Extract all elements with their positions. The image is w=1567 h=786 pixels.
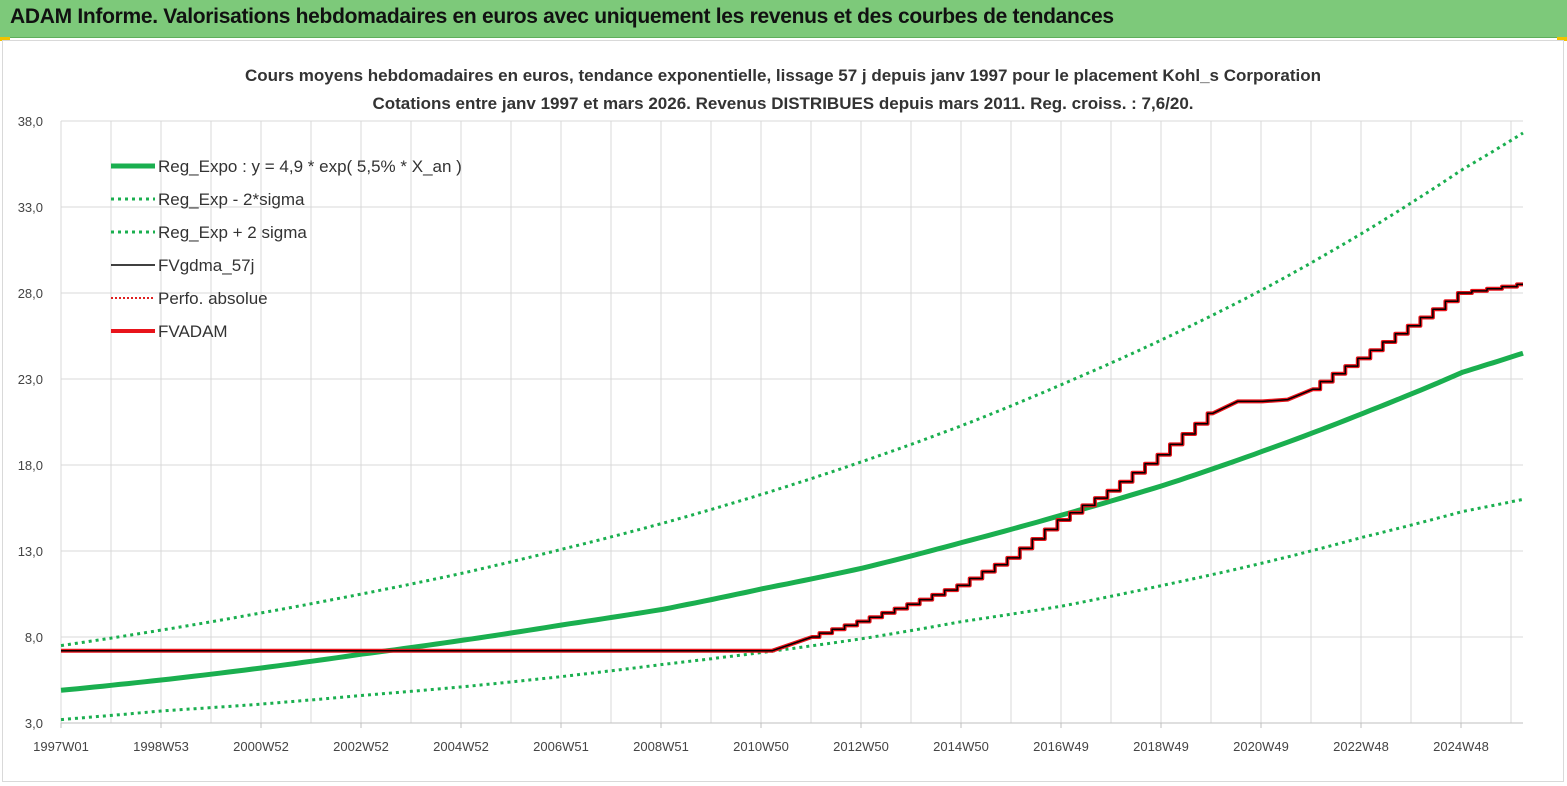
x-tick-label: 2006W51 <box>533 739 589 754</box>
legend-label-6: FVADAM <box>158 322 228 341</box>
series-reg-plus-2sigma <box>60 131 1524 648</box>
x-tick-label: 2000W52 <box>233 739 289 754</box>
x-tick-label: 2024W48 <box>1433 739 1489 754</box>
y-tick-label: 3,0 <box>25 716 43 731</box>
series-reg-minus-2sigma <box>60 497 1524 722</box>
x-tick-label: 2002W52 <box>333 739 389 754</box>
chart-subtitle: Cotations entre janv 1997 et mars 2026. … <box>372 94 1193 113</box>
chart-grid <box>60 120 1523 724</box>
x-tick-label: 2022W48 <box>1333 739 1389 754</box>
chart-canvas: Cours moyens hebdomadaires en euros, ten… <box>18 66 1524 754</box>
legend-label-2: Reg_Exp - 2*sigma <box>158 190 305 209</box>
chart-legend: Reg_Expo : y = 4,9 * exp( 5,5% * X_an ) R… <box>111 157 462 341</box>
x-tick-label: 2012W50 <box>833 739 889 754</box>
corner-marker-right <box>1557 37 1567 41</box>
x-tick-label: 1998W53 <box>133 739 189 754</box>
y-tick-label: 38,0 <box>18 114 43 129</box>
y-tick-label: 18,0 <box>18 458 43 473</box>
y-tick-label: 28,0 <box>18 286 43 301</box>
x-tick-label: 2020W49 <box>1233 739 1289 754</box>
header-bar: ADAM Informe. Valorisations hebdomadaire… <box>0 0 1567 38</box>
series-fvadam <box>61 282 1523 653</box>
series-fvgdma <box>61 283 1523 652</box>
chart-series <box>60 131 1524 722</box>
x-tick-label: 2008W51 <box>633 739 689 754</box>
y-axis-ticks: 3,0 8,0 13,0 18,0 23,0 28,0 33,0 38,0 <box>18 114 43 731</box>
x-tick-label: 1997W01 <box>33 739 89 754</box>
series-reg-expo <box>60 350 1524 693</box>
legend-label-3: Reg_Exp + 2 sigma <box>158 223 307 242</box>
x-tick-label: 2018W49 <box>1133 739 1189 754</box>
page-title: ADAM Informe. Valorisations hebdomadaire… <box>10 5 1114 28</box>
corner-marker-left <box>0 37 10 41</box>
legend-label-5: Perfo. absolue <box>158 289 268 308</box>
y-tick-label: 33,0 <box>18 200 43 215</box>
chart-frame: Cours moyens hebdomadaires en euros, ten… <box>2 40 1564 782</box>
y-tick-label: 8,0 <box>25 630 43 645</box>
x-tick-label: 2010W50 <box>733 739 789 754</box>
y-tick-label: 13,0 <box>18 544 43 559</box>
chart-title: Cours moyens hebdomadaires en euros, ten… <box>245 66 1321 85</box>
x-axis-ticks: 1997W01 1998W53 2000W52 2002W52 2004W52 2006W… <box>33 723 1489 754</box>
x-tick-label: 2004W52 <box>433 739 489 754</box>
y-tick-label: 23,0 <box>18 372 43 387</box>
x-tick-label: 2016W49 <box>1033 739 1089 754</box>
x-tick-label: 2014W50 <box>933 739 989 754</box>
legend-label-4: FVgdma_57j <box>158 256 254 275</box>
legend-label-1: Reg_Expo : y = 4,9 * exp( 5,5% * X_an ) <box>158 157 462 176</box>
